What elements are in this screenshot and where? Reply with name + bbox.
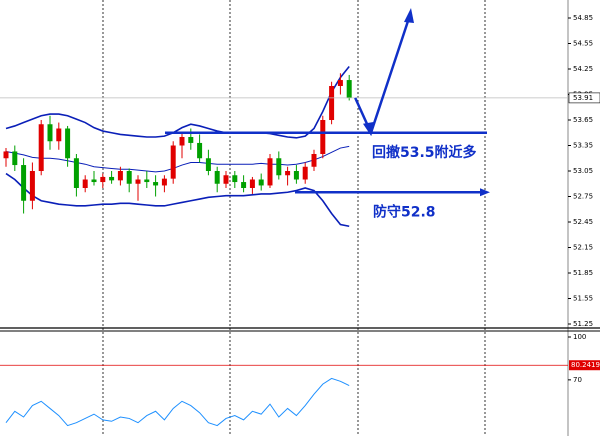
y-tick-label: 52.75 bbox=[573, 193, 593, 201]
candle-body bbox=[135, 179, 141, 184]
candle-body bbox=[82, 179, 88, 188]
candle-body bbox=[293, 171, 299, 180]
candle-body bbox=[241, 182, 247, 188]
y-tick-label: 70 bbox=[573, 376, 582, 384]
y-tick-label: 51.85 bbox=[573, 269, 593, 277]
candle-body bbox=[65, 128, 71, 159]
candle-body bbox=[29, 171, 35, 201]
candle-body bbox=[223, 175, 229, 184]
rsi-line bbox=[5, 377, 350, 427]
y-tick-label: 51.55 bbox=[573, 295, 593, 303]
arrow-head bbox=[404, 8, 414, 23]
candle-body bbox=[337, 80, 343, 86]
y-tick-label: 54.55 bbox=[573, 40, 593, 48]
candle-body bbox=[144, 179, 150, 183]
candle-body bbox=[329, 86, 335, 120]
arrow-head bbox=[480, 188, 490, 197]
candle-body bbox=[197, 142, 203, 159]
y-tick-label: 52.45 bbox=[573, 218, 593, 226]
candle-body bbox=[232, 175, 238, 183]
candle-body bbox=[109, 176, 115, 181]
y-tick-label: 53.05 bbox=[573, 167, 593, 175]
candle-body bbox=[285, 171, 291, 176]
last-price-label: 53.91 bbox=[573, 94, 593, 102]
candle-body bbox=[126, 171, 132, 184]
rsi-level-box bbox=[569, 360, 600, 371]
candle-body bbox=[38, 124, 44, 171]
candle-body bbox=[249, 179, 255, 188]
time-separators bbox=[102, 0, 486, 436]
candle-body bbox=[91, 179, 97, 183]
y-tick-label: 53.65 bbox=[573, 116, 593, 124]
candle-body bbox=[214, 171, 220, 184]
candle-body bbox=[320, 120, 326, 154]
y-tick-label: 100 bbox=[573, 333, 586, 341]
bollinger-lower bbox=[5, 172, 350, 228]
y-tick-label: 51.25 bbox=[573, 320, 593, 328]
candle-body bbox=[47, 124, 53, 142]
candle-body bbox=[258, 179, 264, 186]
candle-body bbox=[56, 128, 62, 142]
arrow-head bbox=[363, 121, 375, 136]
candle-body bbox=[153, 182, 159, 186]
candle-body bbox=[311, 154, 317, 167]
y-tick-label: 54.25 bbox=[573, 65, 593, 73]
annotation-text: 回撤53.5附近多 bbox=[372, 144, 477, 161]
y-tick-label: 54.85 bbox=[573, 14, 593, 22]
candle-body bbox=[170, 145, 176, 179]
candle-body bbox=[205, 158, 211, 171]
candle-body bbox=[188, 137, 194, 143]
y-tick-label: 52.15 bbox=[573, 244, 593, 252]
candle-body bbox=[100, 176, 106, 183]
candle-body bbox=[117, 171, 123, 181]
candle-body bbox=[346, 80, 352, 98]
last-price-box bbox=[568, 92, 600, 104]
candle-body bbox=[276, 158, 282, 176]
candle-body bbox=[12, 151, 18, 166]
bollinger-middle bbox=[5, 145, 350, 173]
bollinger-upper bbox=[5, 65, 350, 139]
candle-body bbox=[161, 178, 167, 186]
candle-body bbox=[267, 158, 273, 186]
candle-body bbox=[302, 166, 308, 180]
candle-body bbox=[21, 165, 27, 201]
candle-body bbox=[3, 151, 9, 159]
y-tick-label: 53.35 bbox=[573, 142, 593, 150]
candle-body bbox=[73, 158, 79, 188]
candle-body bbox=[179, 137, 185, 146]
rsi-level-label: 80.2419 bbox=[571, 361, 600, 369]
annotation-text: 防守52.8 bbox=[373, 203, 436, 220]
